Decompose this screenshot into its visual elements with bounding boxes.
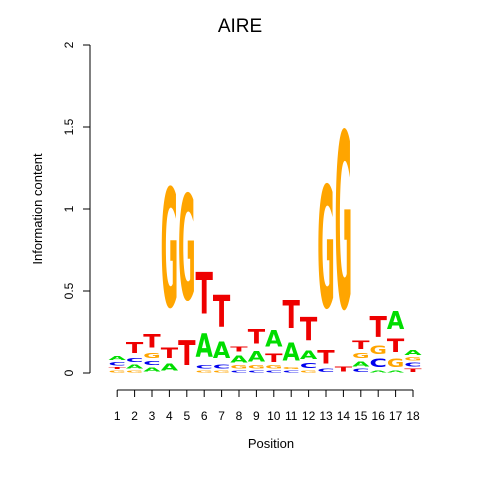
logo-letter-g: G bbox=[300, 370, 317, 373]
logo-letter-a: A bbox=[300, 349, 318, 362]
y-axis-label: Information content bbox=[30, 153, 45, 265]
logo-letter-a: A bbox=[143, 367, 161, 374]
logo-letter-g: G bbox=[335, 84, 352, 364]
y-tick-label: 1.5 bbox=[62, 118, 76, 135]
x-tick-label: 16 bbox=[372, 409, 386, 423]
logo-letter-c: C bbox=[370, 357, 387, 370]
logo-letter-g: G bbox=[283, 366, 300, 369]
logo-letter-a: A bbox=[230, 354, 248, 365]
logo-letter-g: G bbox=[161, 156, 178, 345]
logo-letter-c: C bbox=[248, 370, 265, 373]
x-tick-label: 12 bbox=[302, 409, 316, 423]
logo-letter-a: A bbox=[248, 349, 266, 365]
logo-letter-g: G bbox=[370, 343, 387, 356]
y-tick-label: 1 bbox=[62, 205, 76, 212]
logo-letter-t: T bbox=[387, 336, 404, 357]
logo-letter-t: T bbox=[143, 331, 160, 352]
x-tick-label: 5 bbox=[183, 409, 190, 423]
logo-letter-t: T bbox=[265, 352, 283, 365]
logo-letter-g: G bbox=[352, 352, 369, 360]
logo-letter-a: A bbox=[370, 370, 388, 373]
x-tick-label: 13 bbox=[319, 409, 333, 423]
x-tick-label: 1 bbox=[114, 409, 121, 423]
logo-letter-a: A bbox=[265, 326, 283, 352]
x-tick-label: 7 bbox=[218, 409, 225, 423]
y-tick-label: 2 bbox=[62, 41, 76, 48]
logo-letter-t: T bbox=[335, 365, 353, 373]
logo-letter-t: T bbox=[109, 367, 127, 370]
logo-letter-g: G bbox=[196, 370, 213, 373]
y-tick-label: 0 bbox=[62, 369, 76, 376]
x-axis: 1 2 3 4 5 6 7 8 9 10 11 12 13 14 15 16 17 18 bbox=[114, 389, 420, 423]
logo-letter-t: T bbox=[248, 326, 266, 348]
x-tick-label: 2 bbox=[131, 409, 138, 423]
logo-letter-g: G bbox=[126, 370, 143, 373]
logo-letter-c: C bbox=[283, 370, 300, 373]
logo-letter-g: G bbox=[387, 356, 404, 369]
logo-letter-c: C bbox=[352, 368, 369, 373]
logo-letter-c: C bbox=[109, 362, 126, 367]
logo-letter-c: C bbox=[300, 362, 317, 370]
logo-letter-a: A bbox=[387, 370, 405, 373]
logo-letter-c: C bbox=[196, 365, 213, 370]
logo-letter-t: T bbox=[317, 347, 334, 368]
logo-letter-t: T bbox=[178, 334, 196, 373]
logo-letter-c: C bbox=[230, 370, 247, 373]
chart-title: AIRE bbox=[218, 16, 262, 37]
logo-letter-a: A bbox=[196, 327, 214, 365]
logo-letter-t: T bbox=[404, 368, 422, 373]
logo-letter-t: T bbox=[230, 346, 248, 354]
logo-letter-c: C bbox=[317, 368, 334, 373]
logo-letter-g: G bbox=[143, 352, 160, 360]
logo-letter-a: A bbox=[352, 360, 370, 368]
x-tick-label: 10 bbox=[267, 409, 281, 423]
x-tick-label: 17 bbox=[389, 409, 403, 423]
x-tick-label: 6 bbox=[201, 409, 208, 423]
logo-letter-a: A bbox=[387, 306, 405, 336]
logo-letter-c: C bbox=[126, 357, 143, 364]
x-tick-label: 3 bbox=[149, 409, 156, 423]
x-tick-label: 4 bbox=[166, 409, 173, 423]
logo-letter-c: C bbox=[404, 362, 421, 369]
x-tick-label: 8 bbox=[236, 409, 243, 423]
x-tick-label: 9 bbox=[253, 409, 260, 423]
logo-letter-t: T bbox=[126, 338, 144, 356]
logo-letter-a: A bbox=[283, 337, 301, 367]
logo-letter-t: T bbox=[300, 311, 318, 349]
logo-letter-g: G bbox=[109, 370, 126, 373]
logo-letter-a: A bbox=[161, 362, 179, 373]
y-axis: 0 0.5 1 1.5 2 bbox=[62, 41, 91, 376]
logo-letter-t: T bbox=[352, 339, 370, 352]
x-tick-label: 18 bbox=[406, 409, 420, 423]
logo-letter-c: C bbox=[143, 360, 160, 367]
logo-letter-t: T bbox=[283, 293, 300, 338]
logo-letter-g: G bbox=[248, 365, 265, 370]
logo-letter-g: G bbox=[213, 370, 230, 373]
logo-letter-a: A bbox=[126, 363, 144, 370]
x-tick-label: 15 bbox=[354, 409, 368, 423]
logo-letter-g: G bbox=[230, 365, 247, 370]
logo-letter-t: T bbox=[370, 312, 388, 344]
logo-letter-a: A bbox=[109, 355, 127, 362]
logo-letter-a: A bbox=[213, 338, 231, 364]
logo-letter-t: T bbox=[161, 345, 178, 361]
logo-letter-a: A bbox=[404, 349, 422, 357]
x-tick-label: 14 bbox=[337, 409, 351, 423]
logo-letters: GTCAGACTACGTATGTGGCATGCATCGATCGATCGTACGA… bbox=[109, 84, 423, 374]
logo-letter-t: T bbox=[213, 287, 231, 337]
logo-letter-g: G bbox=[265, 365, 282, 370]
logo-letter-g: G bbox=[404, 357, 421, 362]
logo-letter-c: C bbox=[213, 363, 230, 370]
logo-letter-c: C bbox=[265, 370, 282, 373]
x-axis-label: Position bbox=[248, 436, 294, 451]
y-tick-label: 0.5 bbox=[62, 282, 76, 299]
logo-letter-g: G bbox=[178, 166, 195, 334]
logo-letter-g: G bbox=[317, 154, 334, 348]
x-tick-label: 11 bbox=[285, 409, 298, 423]
logo-letter-t: T bbox=[196, 262, 214, 328]
